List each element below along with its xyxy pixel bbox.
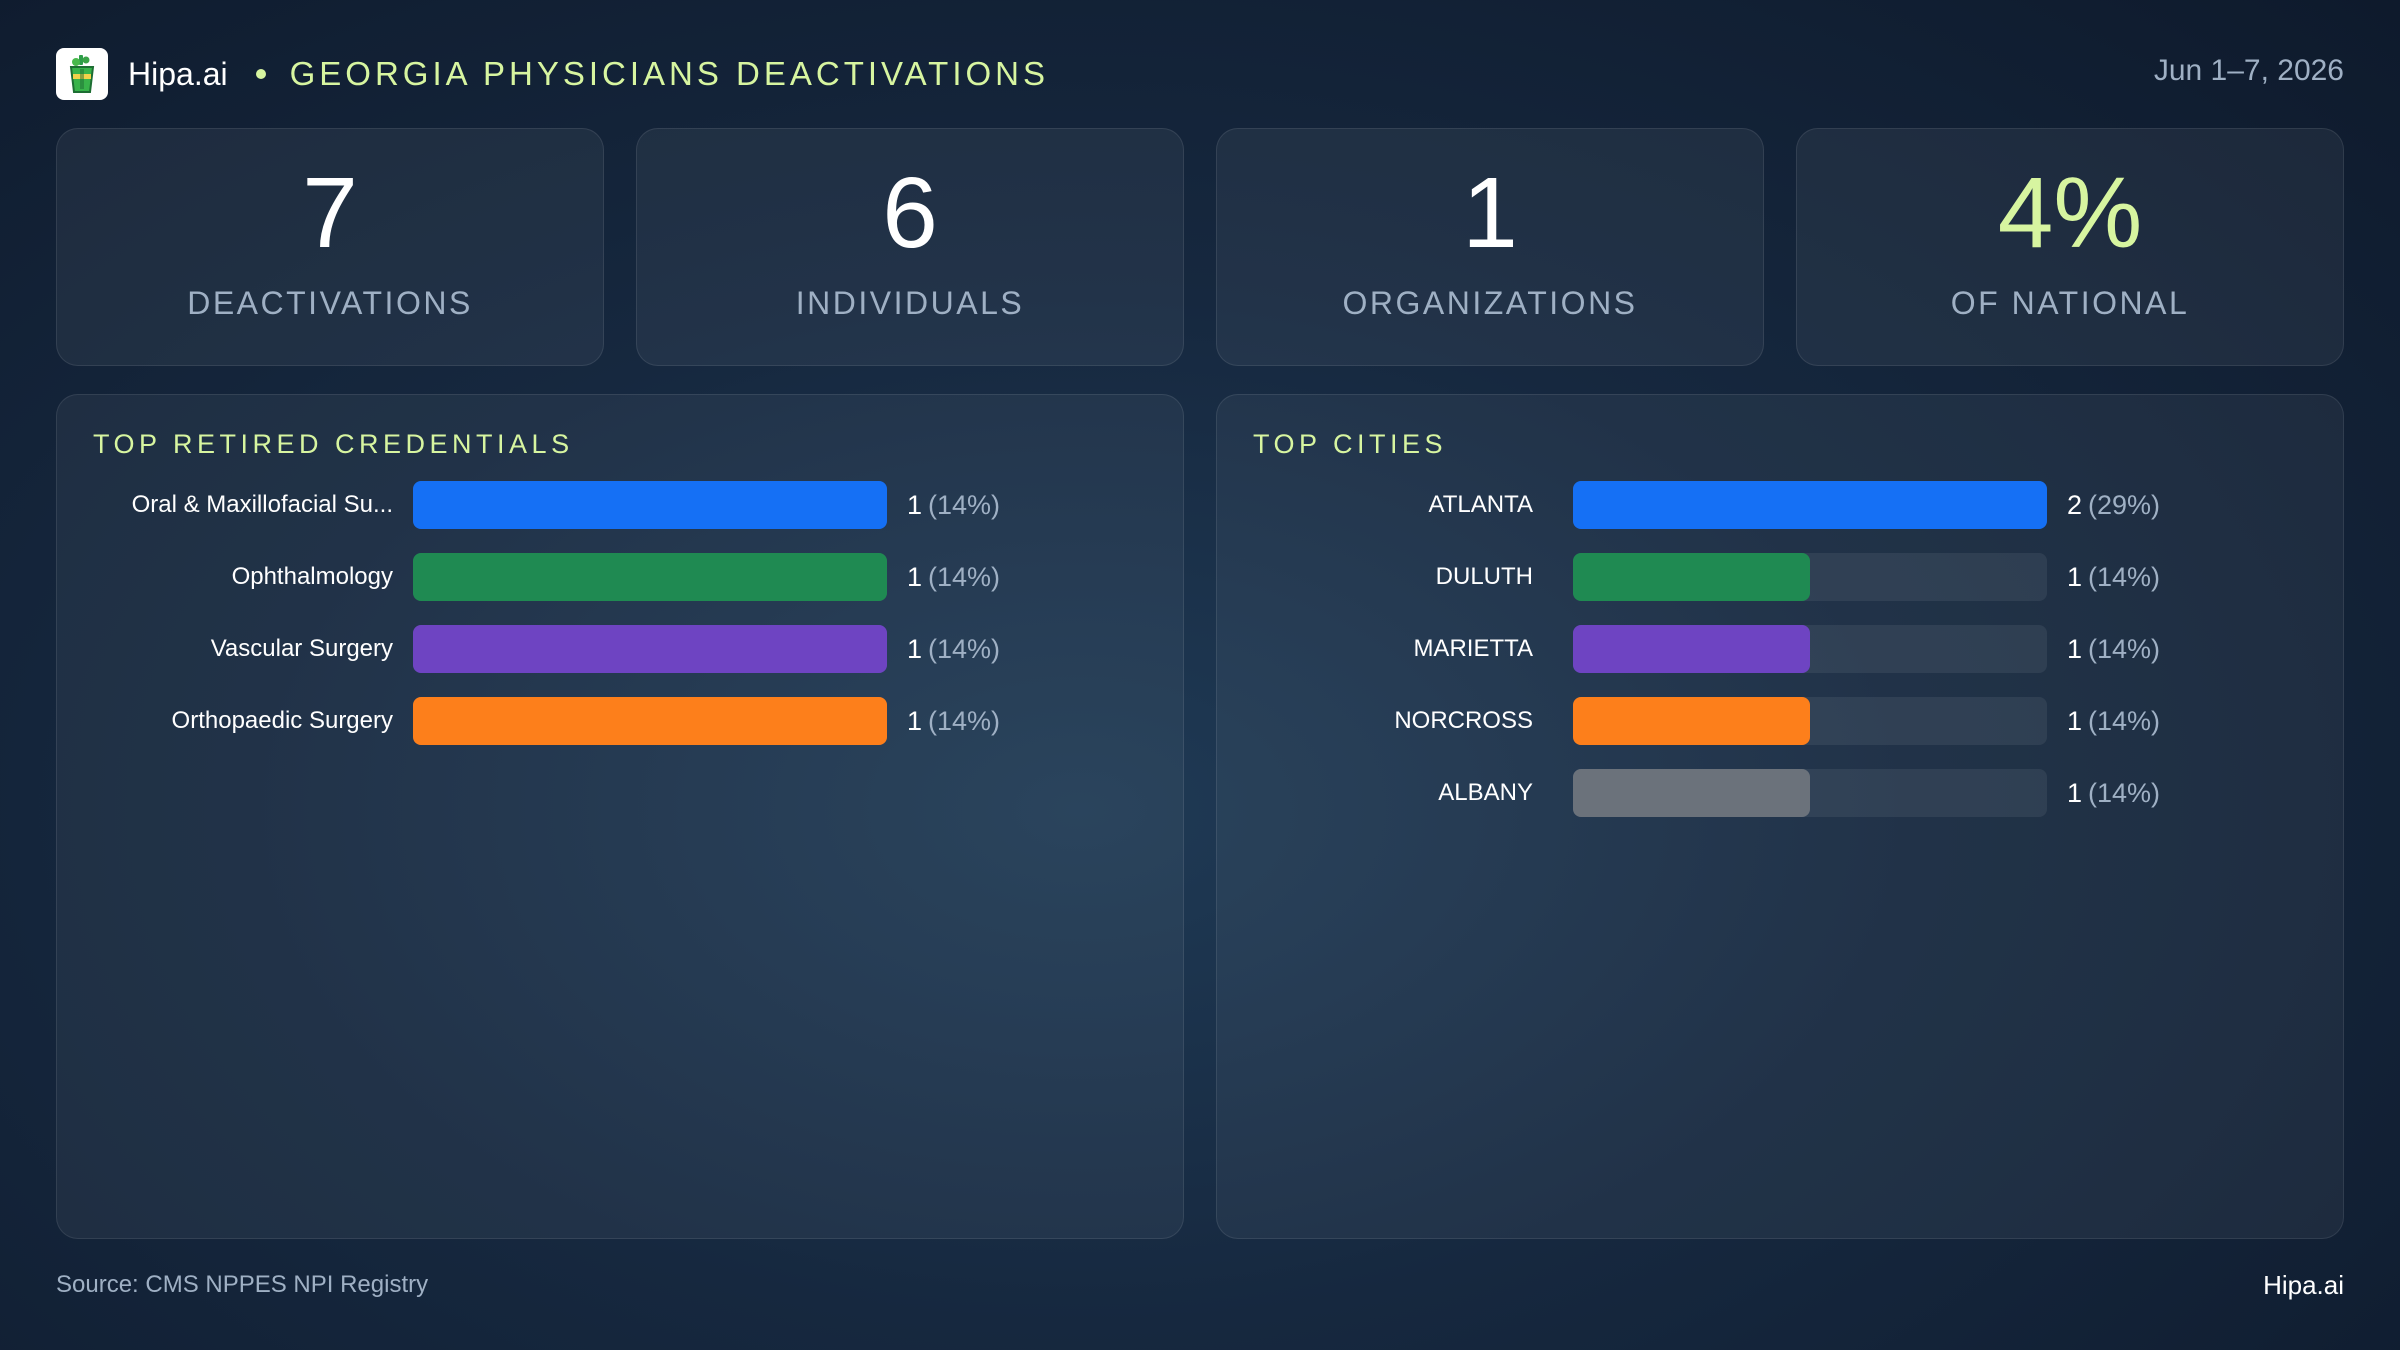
- bar-percent: (14%): [2088, 562, 2161, 592]
- bar-row: NORCROSS 1 (14%): [1217, 697, 2317, 745]
- bar: [1573, 625, 1810, 673]
- bar-track: [413, 481, 887, 529]
- bar-value-label: 1 (14%): [907, 697, 1000, 745]
- header: Hipa.ai GEORGIA PHYSICIANS DEACTIVATIONS: [56, 46, 1049, 102]
- footer-brand: Hipa.ai: [2263, 1270, 2344, 1300]
- bar: [1573, 697, 1810, 745]
- bar-value-label: 2 (29%): [2067, 481, 2160, 529]
- bar-row: Ophthalmology 1 (14%): [57, 553, 1157, 601]
- bar-value-label: 1 (14%): [2067, 553, 2160, 601]
- bar-percent: (29%): [2088, 490, 2161, 520]
- kpi-label: DEACTIVATIONS: [187, 285, 473, 321]
- bar-count: 1: [907, 490, 923, 520]
- bar-value-label: 1 (14%): [907, 481, 1000, 529]
- bar-label: Ophthalmology: [231, 563, 393, 590]
- separator-dot: [255, 69, 266, 79]
- brand-name: Hipa.ai: [128, 55, 228, 92]
- bar-track: [413, 697, 887, 745]
- bar: [1573, 769, 1810, 817]
- bar-percent: (14%): [2088, 778, 2161, 808]
- bar-count: 1: [907, 706, 923, 736]
- bar-percent: (14%): [928, 562, 1001, 592]
- bar-track: [1573, 625, 2047, 673]
- bar: [413, 553, 887, 601]
- kpi-label: INDIVIDUALS: [795, 285, 1025, 321]
- date-range: Jun 1–7, 2026: [2153, 54, 2344, 87]
- bar-row: ALBANY 1 (14%): [1217, 769, 2317, 817]
- kpi-value: 4%: [1997, 157, 2143, 269]
- bar: [1573, 553, 1810, 601]
- panel-title: TOP RETIRED CREDENTIALS: [93, 429, 574, 459]
- bar-label: Orthopaedic Surgery: [171, 707, 393, 734]
- bar-label: ATLANTA: [1428, 491, 1533, 518]
- bar: [413, 481, 887, 529]
- kpi-card-deactivations: 7 DEACTIVATIONS: [56, 128, 604, 366]
- bar-value-label: 1 (14%): [2067, 697, 2160, 745]
- kpi-label: OF NATIONAL: [1950, 285, 2190, 321]
- bar: [413, 697, 887, 745]
- bar-label: Oral & Maxillofacial Su...: [131, 491, 393, 518]
- bar-count: 1: [2067, 562, 2083, 592]
- bar-value-label: 1 (14%): [2067, 769, 2160, 817]
- kpi-card-individuals: 6 INDIVIDUALS: [636, 128, 1184, 366]
- kpi-value: 6: [882, 157, 938, 269]
- bar-percent: (14%): [2088, 634, 2161, 664]
- bar-label: Vascular Surgery: [210, 635, 393, 662]
- bar-percent: (14%): [928, 706, 1001, 736]
- bar-label: MARIETTA: [1413, 635, 1533, 662]
- bar-track: [1573, 769, 2047, 817]
- kpi-label: ORGANIZATIONS: [1342, 285, 1638, 321]
- bar-count: 1: [907, 634, 923, 664]
- bar-label: DULUTH: [1435, 563, 1533, 590]
- bar-row: DULUTH 1 (14%): [1217, 553, 2317, 601]
- bar-track: [1573, 697, 2047, 745]
- bar: [1573, 481, 2047, 529]
- kpi-value: 7: [302, 157, 358, 269]
- bar-track: [1573, 553, 2047, 601]
- bar-row: MARIETTA 1 (14%): [1217, 625, 2317, 673]
- bar-track: [413, 625, 887, 673]
- kpi-card-national-share: 4% OF NATIONAL: [1796, 128, 2344, 366]
- bar-value-label: 1 (14%): [2067, 625, 2160, 673]
- bar-percent: (14%): [2088, 706, 2161, 736]
- report-title: GEORGIA PHYSICIANS DEACTIVATIONS: [289, 55, 1050, 92]
- bar-row: Oral & Maxillofacial Su... 1 (14%): [57, 481, 1157, 529]
- bar-track: [1573, 481, 2047, 529]
- source-note: Source: CMS NPPES NPI Registry: [56, 1271, 429, 1298]
- bar-track: [413, 553, 887, 601]
- bar-percent: (14%): [928, 634, 1001, 664]
- bar-count: 1: [2067, 634, 2083, 664]
- cup-logo-icon: [56, 48, 108, 100]
- bar-label: ALBANY: [1438, 779, 1533, 806]
- bar-count: 2: [2067, 490, 2083, 520]
- bar-row: Orthopaedic Surgery 1 (14%): [57, 697, 1157, 745]
- bar-percent: (14%): [928, 490, 1001, 520]
- bar-value-label: 1 (14%): [907, 625, 1000, 673]
- bar: [413, 625, 887, 673]
- bar-count: 1: [907, 562, 923, 592]
- credentials-panel: TOP RETIRED CREDENTIALS Oral & Maxillofa…: [56, 394, 1184, 1239]
- kpi-card-organizations: 1 ORGANIZATIONS: [1216, 128, 1764, 366]
- bar-row: ATLANTA 2 (29%): [1217, 481, 2317, 529]
- cities-panel: TOP CITIES ATLANTA 2 (29%) DULUTH 1 (14%) MARI…: [1216, 394, 2344, 1239]
- panel-title: TOP CITIES: [1253, 429, 1448, 459]
- bar-count: 1: [2067, 778, 2083, 808]
- bar-label: NORCROSS: [1394, 707, 1533, 734]
- bar-count: 1: [2067, 706, 2083, 736]
- bar-value-label: 1 (14%): [907, 553, 1000, 601]
- bar-row: Vascular Surgery 1 (14%): [57, 625, 1157, 673]
- kpi-value: 1: [1462, 157, 1518, 269]
